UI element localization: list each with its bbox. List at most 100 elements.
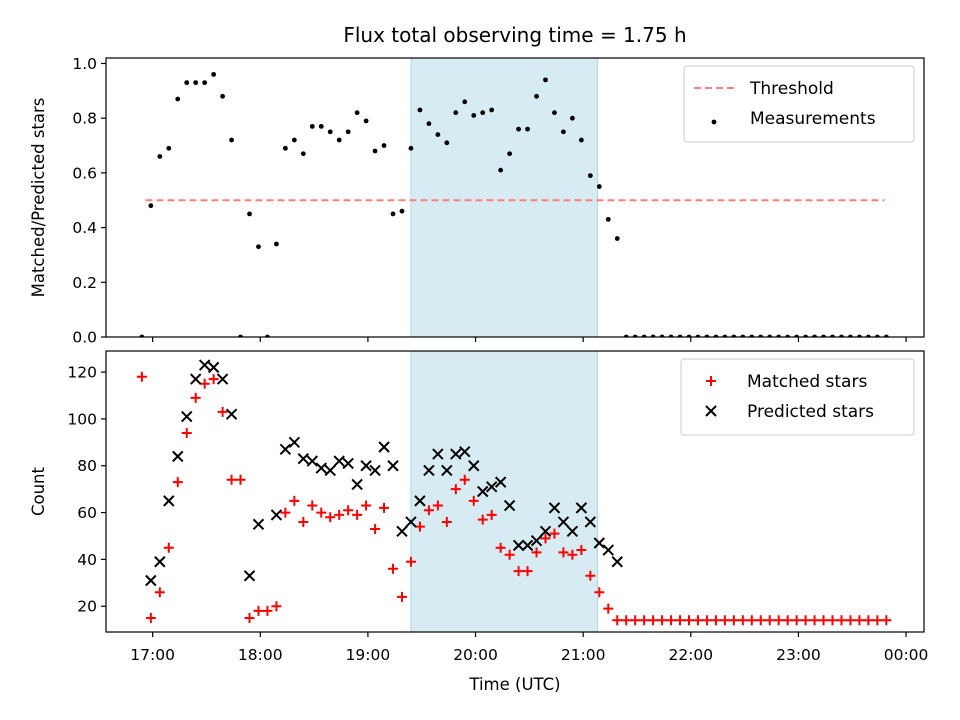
predicted-stars-point: [324, 464, 336, 477]
matched-stars-point: [226, 474, 237, 485]
measurements-point: [507, 151, 513, 157]
predicted-stars-point: [548, 502, 561, 514]
matched-stars-point: [468, 495, 479, 506]
legend: Matched stars Predicted stars: [680, 358, 915, 436]
predicted-stars-point: [477, 485, 489, 498]
measurements-point: [552, 110, 557, 116]
y-axis-label: Count: [29, 466, 48, 516]
measurements-point: [184, 80, 190, 86]
measurements-point: [453, 110, 459, 116]
y-tick-label: 20: [77, 598, 97, 616]
matched-stars-point: [549, 528, 560, 539]
matched-stars-point: [190, 392, 201, 403]
matched-stars-point: [558, 547, 569, 558]
predicted-stars-point: [468, 460, 480, 472]
matched-stars-point: [791, 615, 802, 626]
measurements-point: [202, 80, 208, 86]
matched-stars-point: [800, 615, 811, 626]
y-tick-label: 0.6: [72, 164, 97, 182]
measurements-point: [417, 107, 423, 113]
y-tick-label: 1.0: [72, 55, 97, 73]
measurements-point: [605, 216, 611, 222]
matched-stars-point: [881, 615, 892, 626]
predicted-stars-point: [306, 455, 319, 467]
matched-stars-point: [405, 556, 416, 567]
matched-stars-point: [585, 570, 596, 581]
measurements-point: [354, 110, 360, 116]
matched-stars-point: [423, 505, 434, 516]
predicted-stars-point: [575, 502, 588, 514]
matched-stars-point: [612, 615, 623, 626]
matched-stars-point: [262, 605, 273, 616]
matched-stars-point: [253, 605, 264, 616]
matched-stars-point: [567, 549, 578, 560]
measurements-point: [570, 115, 575, 121]
measurements-point: [390, 211, 396, 217]
matched-stars-point: [621, 615, 632, 626]
legend-box: [683, 65, 915, 143]
measurements-point: [435, 132, 441, 137]
matched-stars-point: [379, 502, 390, 513]
predicted-stars-point: [297, 453, 310, 465]
predicted-stars-point: [288, 436, 301, 449]
matched-stars-point: [289, 495, 300, 506]
y-tick-label: 120: [67, 364, 97, 382]
measurements-point: [157, 154, 163, 159]
x-tick-label: 19:00: [346, 646, 391, 664]
matched-stars-point: [450, 484, 461, 495]
matched-stars-point: [325, 512, 336, 523]
legend-predicted-swatch: [705, 405, 717, 417]
predicted-stars-point: [315, 462, 327, 474]
matched-stars-point: [782, 615, 793, 626]
measurements-point: [498, 167, 504, 173]
matched-stars-point: [746, 615, 757, 626]
predicted-stars-point: [485, 481, 498, 493]
predicted-stars-point: [387, 460, 399, 472]
measurements-point: [596, 184, 602, 189]
predicted-stars-point: [360, 460, 372, 472]
predicted-stars-point: [494, 476, 507, 488]
predicted-stars-point: [405, 516, 417, 528]
measurements-point: [516, 126, 521, 132]
measurements-point: [282, 145, 288, 151]
matched-stars-point: [298, 516, 309, 527]
matched-stars-point: [199, 378, 210, 389]
matched-stars-point: [675, 615, 686, 626]
measurements-point: [426, 121, 432, 127]
matched-stars-point: [764, 615, 775, 626]
measurements-point: [166, 145, 172, 151]
x-tick-label: 21:00: [561, 646, 606, 664]
predicted-stars-point: [503, 499, 516, 512]
matched-stars-point: [692, 615, 703, 626]
predicted-stars-point: [163, 495, 175, 507]
measurements-point: [363, 118, 369, 124]
predicted-stars-point: [441, 464, 453, 477]
y-axis-label: Matched/Predicted stars: [29, 98, 48, 298]
matched-stars-point: [486, 509, 497, 520]
matched-stars-point: [737, 615, 748, 626]
measurements-point: [211, 72, 217, 77]
measurements-point: [256, 244, 261, 250]
x-tick-label: 00:00: [884, 646, 929, 664]
predicted-stars-point: [189, 373, 202, 385]
matched-stars-point: [648, 615, 659, 626]
matched-stars-point: [809, 615, 820, 626]
measurements-point: [489, 107, 495, 113]
data-markers: [136, 359, 892, 626]
predicted-stars-point: [539, 525, 552, 538]
matched-stars-point: [657, 615, 668, 626]
x-tick-label: 22:00: [668, 646, 713, 664]
measurements-point: [381, 143, 387, 148]
predicted-stars-point: [584, 516, 597, 528]
measurements-point: [614, 236, 620, 241]
matched-stars-point: [710, 615, 721, 626]
measurements-point: [345, 129, 351, 135]
matched-stars-point: [719, 615, 730, 626]
matched-stars-point: [504, 549, 515, 560]
measurements-point: [543, 77, 548, 83]
matched-stars-point: [477, 514, 488, 525]
predicted-stars-point: [181, 410, 193, 423]
measurements-point: [578, 137, 584, 143]
legend-box: [680, 358, 915, 436]
matched-stars-point: [396, 591, 407, 602]
